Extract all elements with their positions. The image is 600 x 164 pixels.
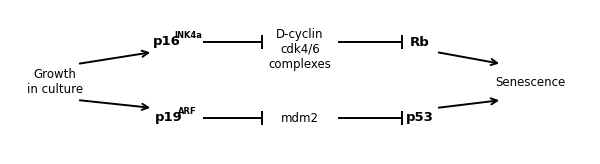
Text: Senescence: Senescence	[495, 75, 565, 89]
Text: Growth
in culture: Growth in culture	[27, 68, 83, 96]
Text: p19: p19	[155, 112, 183, 124]
Text: Rb: Rb	[410, 35, 430, 49]
Text: D-cyclin
cdk4/6
complexes: D-cyclin cdk4/6 complexes	[269, 28, 331, 71]
Text: p53: p53	[406, 112, 434, 124]
Text: p16: p16	[153, 35, 181, 49]
Text: ARF: ARF	[178, 106, 196, 115]
Text: INK4a: INK4a	[174, 31, 202, 40]
Text: mdm2: mdm2	[281, 112, 319, 124]
